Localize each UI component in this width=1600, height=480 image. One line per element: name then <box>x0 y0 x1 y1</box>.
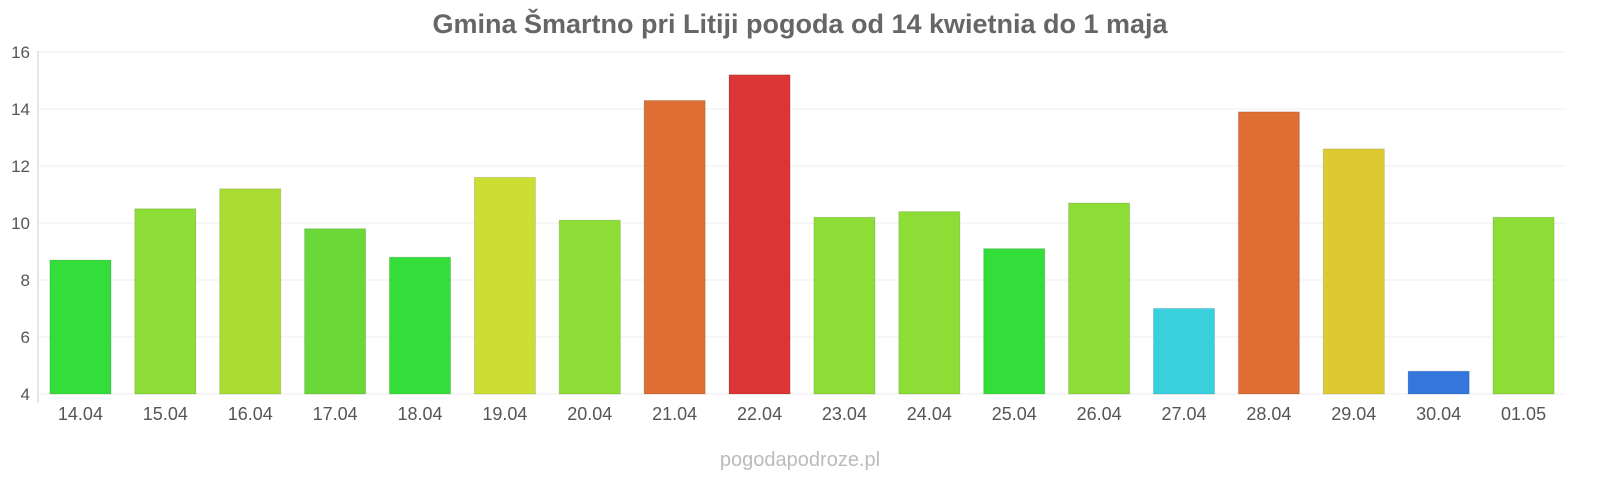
x-tick-label: 16.04 <box>228 404 273 424</box>
x-axis-ticks: 14.04 15.04 16.04 17.04 18.04 19.04 20.04 21.04… <box>58 404 1546 424</box>
bar-20.04[interactable] <box>558 219 621 395</box>
bar-27.04[interactable] <box>1152 308 1216 395</box>
x-tick-label: 23.04 <box>822 404 867 424</box>
y-tick-label: 14 <box>11 100 30 119</box>
x-tick-label: 20.04 <box>567 404 612 424</box>
y-tick-label: 4 <box>21 385 30 404</box>
x-tick-label: 28.04 <box>1246 404 1291 424</box>
bar-21.04[interactable] <box>643 99 706 395</box>
bar-layer <box>49 74 1555 395</box>
bar-26.04[interactable] <box>1068 202 1131 395</box>
x-tick-label: 14.04 <box>58 404 103 424</box>
y-axis-ticks: 4 6 8 10 12 14 16 <box>11 43 30 404</box>
watermark: pogodapodroze.pl <box>720 449 880 471</box>
x-tick-label: 26.04 <box>1077 404 1122 424</box>
bar-23.04[interactable] <box>813 216 876 395</box>
bar-30.04[interactable] <box>1407 370 1470 395</box>
bar-22.04[interactable] <box>728 74 791 395</box>
y-tick-label: 10 <box>11 214 30 233</box>
y-tick-label: 6 <box>21 328 30 347</box>
bar-16.04[interactable] <box>219 188 282 395</box>
x-tick-label: 30.04 <box>1416 404 1461 424</box>
bar-17.04[interactable] <box>304 228 367 395</box>
grid-layer <box>38 51 1566 395</box>
x-tick-label: 27.04 <box>1161 404 1206 424</box>
x-tick-label: 25.04 <box>992 404 1037 424</box>
x-tick-label: 21.04 <box>652 404 697 424</box>
x-tick-label: 19.04 <box>482 404 527 424</box>
chart-title: Gmina Šmartno pri Litiji pogoda od 14 kw… <box>432 8 1168 39</box>
bar-25.04[interactable] <box>983 248 1046 395</box>
bar-29.04[interactable] <box>1322 148 1385 395</box>
bar-28.04[interactable] <box>1237 111 1300 395</box>
x-tick-label: 24.04 <box>907 404 952 424</box>
bar-19.04[interactable] <box>473 176 536 395</box>
bar-14.04[interactable] <box>49 259 112 395</box>
bar-15.04[interactable] <box>134 208 197 395</box>
y-tick-label: 12 <box>11 157 30 176</box>
x-tick-label: 17.04 <box>313 404 358 424</box>
y-tick-label: 8 <box>21 271 30 290</box>
x-tick-label: 01.05 <box>1501 404 1546 424</box>
y-tick-label: 16 <box>11 43 30 62</box>
x-tick-label: 29.04 <box>1331 404 1376 424</box>
bar-24.04[interactable] <box>898 211 961 395</box>
bar-01.05[interactable] <box>1492 216 1555 395</box>
x-tick-label: 22.04 <box>737 404 782 424</box>
x-tick-label: 15.04 <box>143 404 188 424</box>
bar-18.04[interactable] <box>388 256 452 395</box>
x-tick-label: 18.04 <box>397 404 442 424</box>
